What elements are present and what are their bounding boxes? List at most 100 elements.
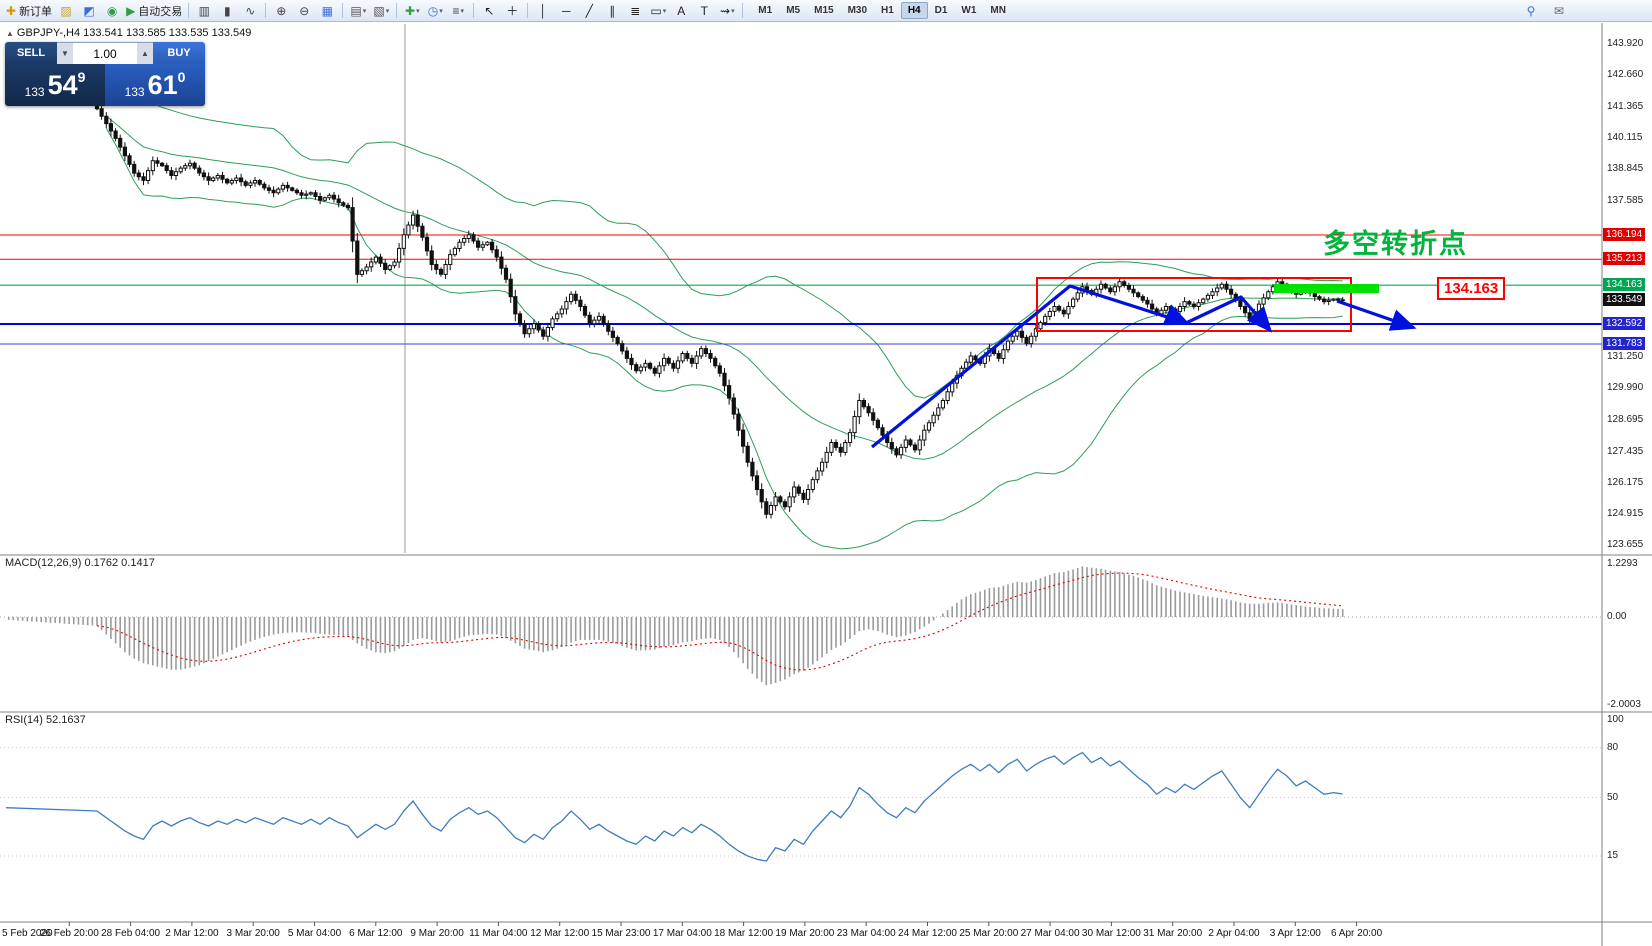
zoom-out-icon: ⊖	[299, 3, 310, 18]
channel-icon: ∥	[609, 3, 616, 18]
timeframe-h1[interactable]: H1	[881, 5, 894, 16]
vertical-line-button[interactable]: │	[532, 2, 554, 20]
timeframe-m15[interactable]: M15	[814, 5, 834, 16]
refresh-icon-icon: ◉	[106, 3, 118, 18]
volume-input[interactable]	[73, 43, 137, 64]
autotrading-button-label: 自动交易	[138, 5, 183, 18]
styles-icon-button[interactable]: ▨	[55, 2, 77, 20]
timeframe-w1[interactable]: W1	[961, 5, 977, 16]
date-axis-label: 12 Mar 12:00	[530, 928, 590, 939]
date-axis-label: 2 Mar 12:00	[165, 928, 219, 939]
zoom-out-button[interactable]: ⊖	[293, 2, 315, 20]
volume-decrease-button[interactable]: ▼	[57, 43, 73, 64]
horizontal-line-button[interactable]: ─	[555, 2, 577, 20]
text-button[interactable]: A	[670, 2, 692, 20]
date-axis-label: 5 Feb 2020	[2, 928, 53, 939]
autotrading-button[interactable]: ▶ 自动交易	[124, 2, 184, 20]
sell-price-display[interactable]: 133 54 9	[5, 64, 105, 106]
fibonacci-icon: ≣	[630, 3, 641, 18]
tile-windows-button[interactable]: ▦	[316, 2, 338, 20]
timeframe-m5[interactable]: M5	[786, 5, 801, 16]
toolbar-separator	[265, 3, 267, 18]
chat-icon-button[interactable]: ✉	[1548, 2, 1570, 20]
price-callout-label: 134.163	[1437, 277, 1506, 300]
arrows-button[interactable]: ⇝ ▾	[716, 2, 738, 20]
date-axis-label: 28 Feb 04:00	[101, 928, 161, 939]
date-axis-label: 31 Mar 20:00	[1143, 928, 1203, 939]
template-button[interactable]: ▧ ▾	[370, 2, 392, 20]
crosshair-icon: ＋	[506, 3, 519, 18]
date-axis-label: 3 Apr 12:00	[1269, 928, 1321, 939]
fibonacci-button[interactable]: ≣	[624, 2, 646, 20]
refresh-icon-button[interactable]: ◉	[101, 2, 123, 20]
bar-chart-button[interactable]: ▥	[193, 2, 215, 20]
shapes-icon: ▭	[650, 3, 662, 18]
buy-button[interactable]: BUY	[153, 42, 205, 64]
buy-price-point: 0	[177, 69, 186, 85]
buy-price-display[interactable]: 133 61 0	[105, 64, 205, 106]
rsi-scale-label: 100	[1607, 714, 1624, 725]
objects-list-icon: ≡	[452, 3, 460, 18]
search-icon-button[interactable]: ⚲	[1520, 2, 1542, 20]
dropdown-caret-icon: ▾	[362, 7, 367, 15]
timeframe-mn[interactable]: MN	[990, 5, 1006, 16]
chart-title-text: GBPJPY-,H4 133.541 133.585 133.535 133.5…	[16, 27, 252, 39]
rsi-panel-plot	[0, 747, 1602, 862]
date-axis-label: 24 Mar 12:00	[898, 928, 957, 939]
timeframe-d1[interactable]: D1	[934, 5, 948, 16]
text-icon: A	[677, 3, 686, 18]
profile-button[interactable]: ▤ ▾	[347, 2, 369, 20]
horizontal-price-lines	[0, 234, 1602, 345]
date-axis-label: 11 Mar 04:00	[469, 928, 528, 939]
price-axis-label: 123.655	[1607, 538, 1644, 550]
toolbar: ✚ 新订单 ▨ ◩ ◉ ▶ 自动交易 ▥ ▮ ∿ ⊕ ⊖ ▦ ▤ ▾ ▧ ▾ ✚ ▾ ◷ ▾ ≡ ▾ ↖ ＋ │ ─ ╱ ∥ ≣ ▭ ▾ A T ⇝…	[0, 0, 1652, 22]
timeframe-m1[interactable]: M1	[758, 5, 773, 16]
date-axis-label: 25 Mar 20:00	[959, 928, 1019, 939]
price-line-badge: 132.592	[1603, 317, 1646, 331]
volume-increase-button[interactable]: ▲	[137, 43, 153, 64]
label-button[interactable]: T	[693, 2, 715, 20]
sell-button[interactable]: SELL	[5, 42, 57, 64]
price-axis-label: 127.435	[1607, 445, 1644, 457]
price-line-badge: 131.783	[1603, 337, 1646, 351]
dropdown-caret-icon: ▾	[385, 7, 390, 15]
period-button[interactable]: ◷ ▾	[424, 2, 446, 20]
buy-price-figure: 133	[124, 85, 145, 99]
objects-list-button[interactable]: ≡ ▾	[447, 2, 469, 20]
price-axis-label: 137.585	[1607, 194, 1644, 206]
price-axis-label: 126.175	[1607, 476, 1644, 488]
zoom-in-button[interactable]: ⊕	[270, 2, 292, 20]
candle-chart-button[interactable]: ▮	[216, 2, 238, 20]
chat-icon: ✉	[1553, 3, 1565, 18]
line-chart-button[interactable]: ∿	[239, 2, 261, 20]
indicators-button[interactable]: ✚ ▾	[401, 2, 423, 20]
crosshair-button[interactable]: ＋	[501, 2, 523, 20]
toolbar-right-group: ⚲ ✉	[1520, 2, 1570, 20]
collapse-arrow-icon: ▲	[6, 29, 14, 38]
date-axis-label: 5 Mar 04:00	[287, 928, 342, 939]
profile-icon: ▤	[350, 3, 362, 18]
sell-price-point: 9	[77, 69, 86, 85]
date-axis-label: 15 Mar 23:00	[591, 928, 651, 939]
rsi-indicator-label: RSI(14) 52.1637	[5, 714, 86, 726]
timeframe-h4[interactable]: H4	[900, 2, 928, 19]
trendline-button[interactable]: ╱	[578, 2, 600, 20]
cursor-button[interactable]: ↖	[478, 2, 500, 20]
period-icon: ◷	[427, 3, 439, 18]
channel-button[interactable]: ∥	[601, 2, 623, 20]
new-order-button[interactable]: ✚ 新订单	[4, 2, 54, 20]
price-axis-label: 128.695	[1607, 414, 1644, 426]
zoom-in-icon: ⊕	[276, 3, 287, 18]
date-axis-label: 3 Mar 20:00	[226, 928, 280, 939]
vertical-line-icon: │	[539, 3, 548, 18]
volume-stepper[interactable]: ▼ ▲	[57, 42, 153, 64]
shapes-button[interactable]: ▭ ▾	[647, 2, 669, 20]
panel-separators	[0, 23, 1652, 946]
trendline-icon: ╱	[585, 3, 593, 18]
timeframe-m30[interactable]: M30	[847, 5, 868, 16]
navigator-icon-button[interactable]: ◩	[78, 2, 100, 20]
new-order-button-label: 新订单	[19, 5, 53, 18]
price-axis-label: 129.990	[1607, 382, 1644, 394]
